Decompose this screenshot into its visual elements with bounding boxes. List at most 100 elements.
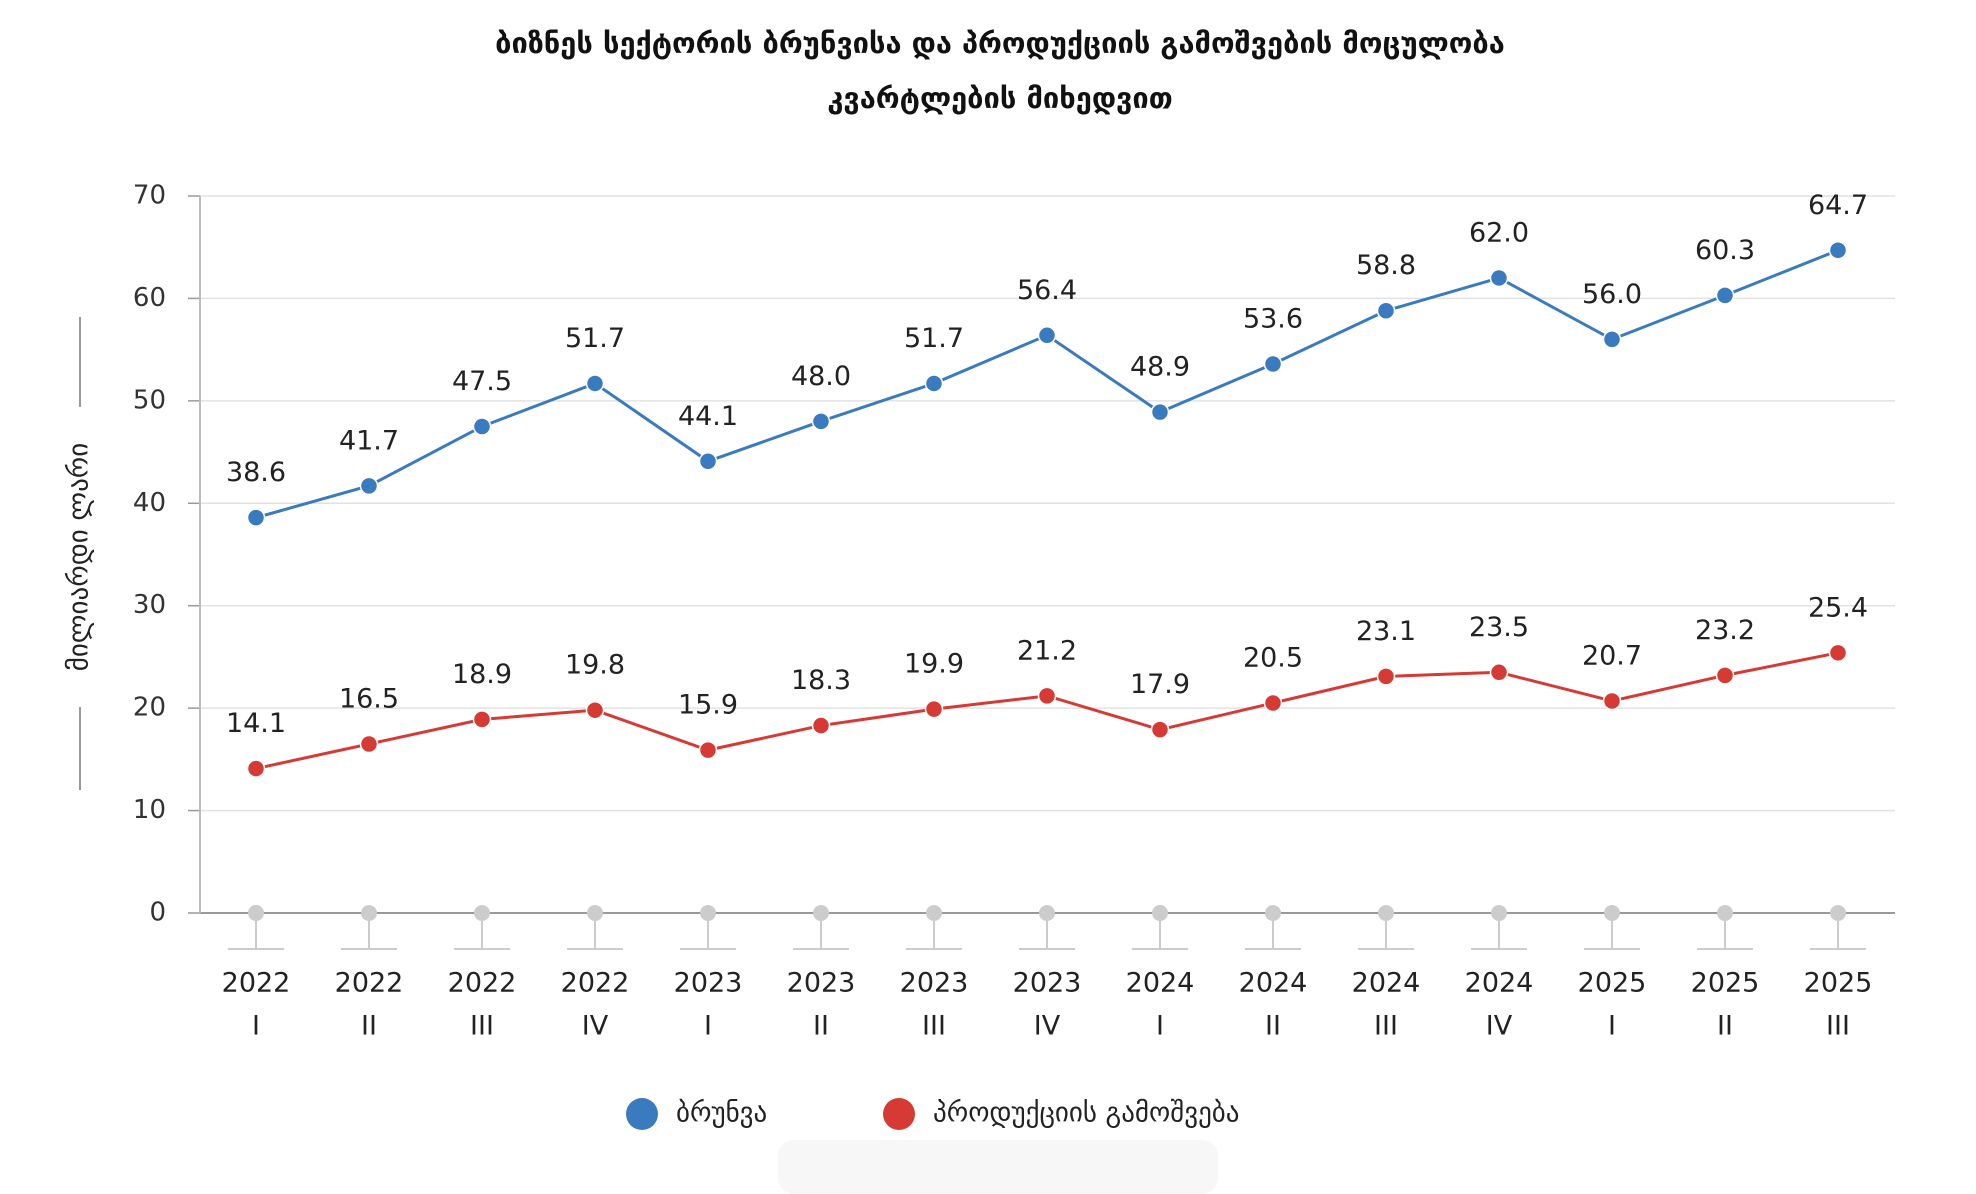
data-point — [1376, 667, 1396, 686]
data-point — [585, 700, 605, 720]
baseline-dot — [1265, 905, 1281, 921]
data-label: 48.0 — [791, 361, 851, 392]
chart-title: ბიზნეს სექტორის ბრუნვისა და პროდუქციის გ… — [495, 26, 1505, 60]
data-label: 62.0 — [1469, 217, 1529, 248]
data-label: 51.7 — [565, 323, 625, 354]
data-point — [472, 417, 492, 436]
data-point — [359, 476, 379, 496]
baseline-dot — [474, 905, 490, 921]
y-tick-label: 0 — [149, 898, 166, 928]
x-tick-label: III — [1374, 1011, 1398, 1042]
data-label: 47.5 — [452, 366, 512, 397]
x-tick-label: I — [252, 1011, 260, 1042]
x-tick-label: 2024 — [1352, 968, 1421, 999]
data-label: 23.1 — [1356, 616, 1416, 647]
y-tick-label: 10 — [133, 795, 166, 825]
x-tick-label: II — [1717, 1011, 1733, 1042]
y-tick-label: 20 — [133, 693, 166, 723]
data-point — [359, 734, 379, 754]
x-tick-label: 2022 — [222, 968, 291, 999]
legend-label: ბრუნვა — [676, 1098, 767, 1129]
data-point — [246, 759, 266, 778]
data-point — [1489, 663, 1509, 682]
data-label: 18.9 — [452, 659, 512, 690]
data-point — [698, 452, 718, 471]
baseline-dot — [926, 905, 942, 921]
y-tick-label: 30 — [133, 590, 166, 620]
x-tick-label: I — [704, 1011, 712, 1042]
data-point — [1150, 402, 1170, 422]
baseline-dot — [1717, 905, 1733, 921]
x-tick-label: 2024 — [1126, 968, 1195, 999]
data-point — [698, 740, 718, 760]
data-label: 21.2 — [1017, 635, 1077, 666]
x-tick-label: IV — [1034, 1011, 1061, 1042]
baseline-dot — [1152, 905, 1168, 921]
data-point — [1489, 268, 1509, 288]
data-label: 20.7 — [1582, 640, 1642, 671]
x-tick-label: 2023 — [674, 968, 743, 999]
data-point — [585, 374, 605, 393]
x-tick-label: IV — [1486, 1011, 1513, 1042]
data-point — [924, 699, 944, 719]
data-point — [1376, 301, 1396, 320]
x-tick-label: II — [361, 1011, 377, 1042]
x-tick-label: 2025 — [1804, 968, 1873, 999]
data-label: 60.3 — [1695, 235, 1755, 266]
x-tick-label: 2022 — [448, 968, 517, 999]
data-point — [1602, 330, 1622, 349]
baseline-dot — [813, 905, 829, 921]
y-tick-label: 50 — [133, 385, 166, 415]
x-tick-label: 2022 — [561, 968, 630, 999]
data-point — [472, 710, 492, 729]
data-label: 14.1 — [226, 708, 286, 739]
x-tick-label: II — [813, 1011, 829, 1042]
data-label: 25.4 — [1808, 592, 1868, 623]
data-label: 44.1 — [678, 401, 738, 432]
data-point — [811, 716, 831, 735]
data-point — [1150, 720, 1170, 739]
data-label: 56.4 — [1017, 275, 1077, 306]
baseline-dot — [700, 905, 716, 921]
data-label: 20.5 — [1243, 643, 1303, 674]
data-point — [1263, 693, 1283, 713]
x-tick-label: III — [1826, 1011, 1850, 1042]
data-label: 19.8 — [565, 650, 625, 681]
data-label: 64.7 — [1808, 190, 1868, 221]
y-tick-label: 70 — [133, 181, 166, 211]
baseline-dot — [1604, 905, 1620, 921]
decor-panel — [778, 1140, 1218, 1194]
baseline-dot — [587, 905, 603, 921]
x-tick-label: I — [1156, 1011, 1164, 1042]
data-point — [246, 508, 266, 527]
baseline-dot — [361, 905, 377, 921]
y-axis-label: მილიარდი ლარი — [64, 443, 95, 672]
data-point — [1828, 241, 1848, 260]
data-point — [1715, 286, 1735, 305]
data-label: 17.9 — [1130, 669, 1190, 700]
x-tick-label: 2022 — [335, 968, 404, 999]
data-label: 48.9 — [1130, 352, 1190, 383]
x-tick-label: 2025 — [1578, 968, 1647, 999]
x-tick-label: 2023 — [900, 968, 969, 999]
y-tick-label: 60 — [133, 283, 166, 313]
data-label: 16.5 — [339, 683, 399, 714]
data-label: 51.7 — [904, 323, 964, 354]
data-label: 19.9 — [904, 649, 964, 680]
data-label: 38.6 — [226, 457, 286, 488]
data-label: 23.5 — [1469, 612, 1529, 643]
baseline-dot — [1830, 905, 1846, 921]
legend-marker — [883, 1098, 915, 1130]
legend-label: პროდუქციის გამოშვება — [933, 1098, 1239, 1129]
x-tick-label: I — [1608, 1011, 1616, 1042]
legend-marker — [626, 1098, 658, 1130]
x-tick-label: III — [470, 1011, 494, 1042]
x-tick-label: 2023 — [787, 968, 856, 999]
data-label: 18.3 — [791, 665, 851, 696]
data-label: 56.0 — [1582, 279, 1642, 310]
data-point — [924, 374, 944, 393]
data-label: 41.7 — [339, 425, 399, 456]
data-point — [1037, 686, 1057, 706]
x-tick-label: II — [1265, 1011, 1281, 1042]
